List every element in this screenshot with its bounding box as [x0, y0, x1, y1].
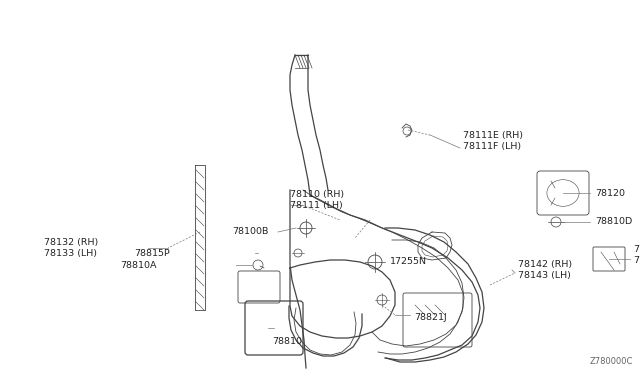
Text: 78100B: 78100B — [232, 228, 268, 237]
Text: 78810: 78810 — [272, 337, 302, 346]
Text: 78142 (RH)
78143 (LH): 78142 (RH) 78143 (LH) — [518, 260, 572, 280]
Text: 78810D: 78810D — [595, 218, 632, 227]
Text: 78126 (RH)
78127 (LH): 78126 (RH) 78127 (LH) — [634, 245, 640, 265]
Text: 78120: 78120 — [595, 189, 625, 198]
Text: Z780000C: Z780000C — [590, 357, 634, 366]
Text: 78111E (RH)
78111F (LH): 78111E (RH) 78111F (LH) — [463, 131, 523, 151]
Text: 78810A: 78810A — [120, 260, 157, 269]
Text: 78815P: 78815P — [134, 248, 170, 257]
Text: 78821J: 78821J — [414, 314, 447, 323]
Text: 78132 (RH)
78133 (LH): 78132 (RH) 78133 (LH) — [44, 238, 99, 258]
Text: 78110 (RH)
78111 (LH): 78110 (RH) 78111 (LH) — [290, 190, 344, 210]
Text: 17255N: 17255N — [390, 257, 427, 266]
